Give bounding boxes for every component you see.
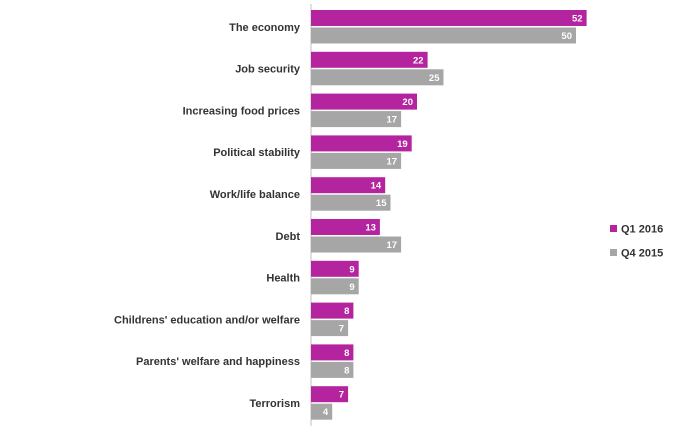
bar-q4-2015 <box>311 403 333 420</box>
data-label: 7 <box>339 324 344 335</box>
bar-q4-2015 <box>311 278 359 295</box>
bar-q4-2015 <box>311 194 391 211</box>
category-label: Political stability <box>213 147 301 159</box>
bar-q4-2015 <box>311 236 402 253</box>
data-label: 52 <box>572 14 583 25</box>
data-label: 15 <box>376 198 387 209</box>
data-label: 9 <box>349 264 354 275</box>
category-label: Health <box>266 273 300 285</box>
data-label: 50 <box>561 31 572 42</box>
data-label: 14 <box>371 181 382 192</box>
data-label: 20 <box>402 97 413 108</box>
bar-q1-2016 <box>311 10 587 26</box>
category-label: The economy <box>229 22 301 34</box>
category-label: Debt <box>276 231 301 243</box>
bar-q4-2015 <box>311 111 402 128</box>
data-label: 19 <box>397 139 408 150</box>
data-label: 8 <box>344 306 349 317</box>
legend-swatch <box>610 249 617 256</box>
bar-q4-2015 <box>311 152 402 169</box>
bar-q1-2016 <box>311 51 428 68</box>
legend-swatch <box>610 225 617 232</box>
bar-q1-2016 <box>311 302 354 319</box>
bar-q1-2016 <box>311 344 354 361</box>
category-label: Childrens' education and/or welfare <box>114 314 300 326</box>
data-label: 7 <box>339 390 344 401</box>
category-label: Increasing food prices <box>183 105 300 117</box>
category-label: Terrorism <box>249 398 300 410</box>
data-label: 17 <box>387 240 398 251</box>
data-label: 4 <box>323 407 329 418</box>
legend-label: Q1 2016 <box>621 224 663 236</box>
data-label: 17 <box>387 156 398 167</box>
bar-q4-2015 <box>311 361 354 378</box>
data-label: 17 <box>387 115 398 126</box>
bar-q1-2016 <box>311 219 380 235</box>
category-label: Work/life balance <box>210 189 300 201</box>
bar-q1-2016 <box>311 386 349 403</box>
data-label: 9 <box>349 282 354 293</box>
bar-q1-2016 <box>311 260 359 277</box>
data-label: 8 <box>344 365 349 376</box>
bar-q4-2015 <box>311 27 576 44</box>
bar-q4-2015 <box>311 320 349 337</box>
bar-q1-2016 <box>311 135 412 152</box>
data-label: 22 <box>413 55 424 66</box>
category-label: Job security <box>235 64 301 76</box>
bar-q1-2016 <box>311 177 386 194</box>
legend-label: Q4 2015 <box>621 248 663 260</box>
category-label: Parents' welfare and happiness <box>136 356 300 368</box>
bar-q1-2016 <box>311 93 417 110</box>
data-label: 8 <box>344 348 349 359</box>
bar-q4-2015 <box>311 69 444 86</box>
data-label: 25 <box>429 73 440 84</box>
data-label: 13 <box>365 223 376 234</box>
